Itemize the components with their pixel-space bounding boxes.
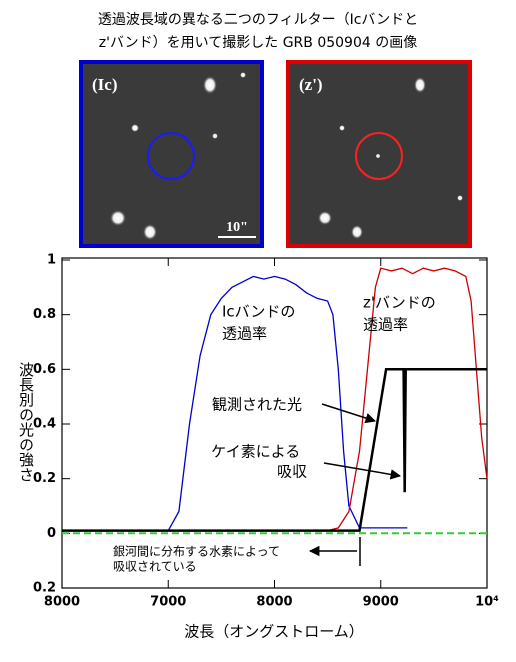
- y-tick-label: 0.2: [33, 581, 56, 596]
- annotation: 観測された光: [212, 396, 302, 414]
- x-tick-label: 8000: [44, 595, 80, 610]
- annotation: z'バンドの: [363, 294, 436, 312]
- star: [212, 133, 218, 139]
- annotation: ケイ素による: [211, 443, 300, 461]
- annotation: 吸収: [277, 463, 307, 481]
- star: [414, 77, 426, 93]
- y-tick-label: 0.4: [33, 417, 56, 432]
- y-tick-label: 1: [47, 253, 56, 268]
- star: [110, 210, 126, 226]
- x-tick-label: 10⁴: [475, 595, 499, 610]
- star: [318, 211, 332, 225]
- x-tick-label: 8000: [256, 595, 292, 610]
- plot: 0.2 0 0.2 0.4 0.6 0.8 1 8000 7000 8000 9000 10⁴: [33, 253, 499, 610]
- y-tick-label: 0.2: [33, 471, 56, 486]
- title-line: z'バンド）を用いて撮影した GRB 050904 の画像: [99, 34, 417, 51]
- scale-label: 10": [226, 220, 248, 235]
- annotation: 吸収されている: [113, 560, 197, 574]
- image-label: (Ic): [92, 75, 117, 94]
- title-line: 透過波長域の異なる二つのフィルター（Icバンドと: [98, 12, 418, 28]
- series-line: [62, 368, 487, 532]
- annotation: Icバンドの: [222, 303, 295, 321]
- star: [457, 195, 463, 201]
- y-tick-label: 0: [47, 526, 56, 541]
- image-panel: 10" (Ic): [79, 60, 264, 248]
- arrow: [323, 462, 402, 480]
- series-line: [167, 275, 408, 531]
- star: [131, 124, 139, 132]
- star: [375, 153, 381, 159]
- target-circle: [147, 132, 195, 180]
- arrow: [321, 403, 376, 424]
- star: [339, 125, 345, 131]
- star: [240, 72, 246, 78]
- annotation: 透過率: [222, 325, 267, 343]
- series-line: [327, 267, 488, 532]
- x-tick-label: 9000: [363, 595, 399, 610]
- star: [143, 224, 157, 240]
- image-panel: (z'): [286, 60, 472, 248]
- y-axis-label: 波長別の光の強さ: [17, 362, 35, 482]
- annotation: 銀河間に分布する水素によって: [113, 545, 280, 559]
- y-tick-label: 0.8: [33, 307, 56, 322]
- star: [351, 225, 363, 239]
- x-axis-label: 波長（オングストローム）: [184, 623, 364, 641]
- target-circle: [355, 132, 403, 180]
- image-label: (z'): [299, 75, 323, 94]
- star: [203, 76, 217, 94]
- annotation: 透過率: [363, 316, 408, 334]
- x-tick-label: 7000: [150, 595, 186, 610]
- y-tick-label: 0.6: [33, 362, 56, 377]
